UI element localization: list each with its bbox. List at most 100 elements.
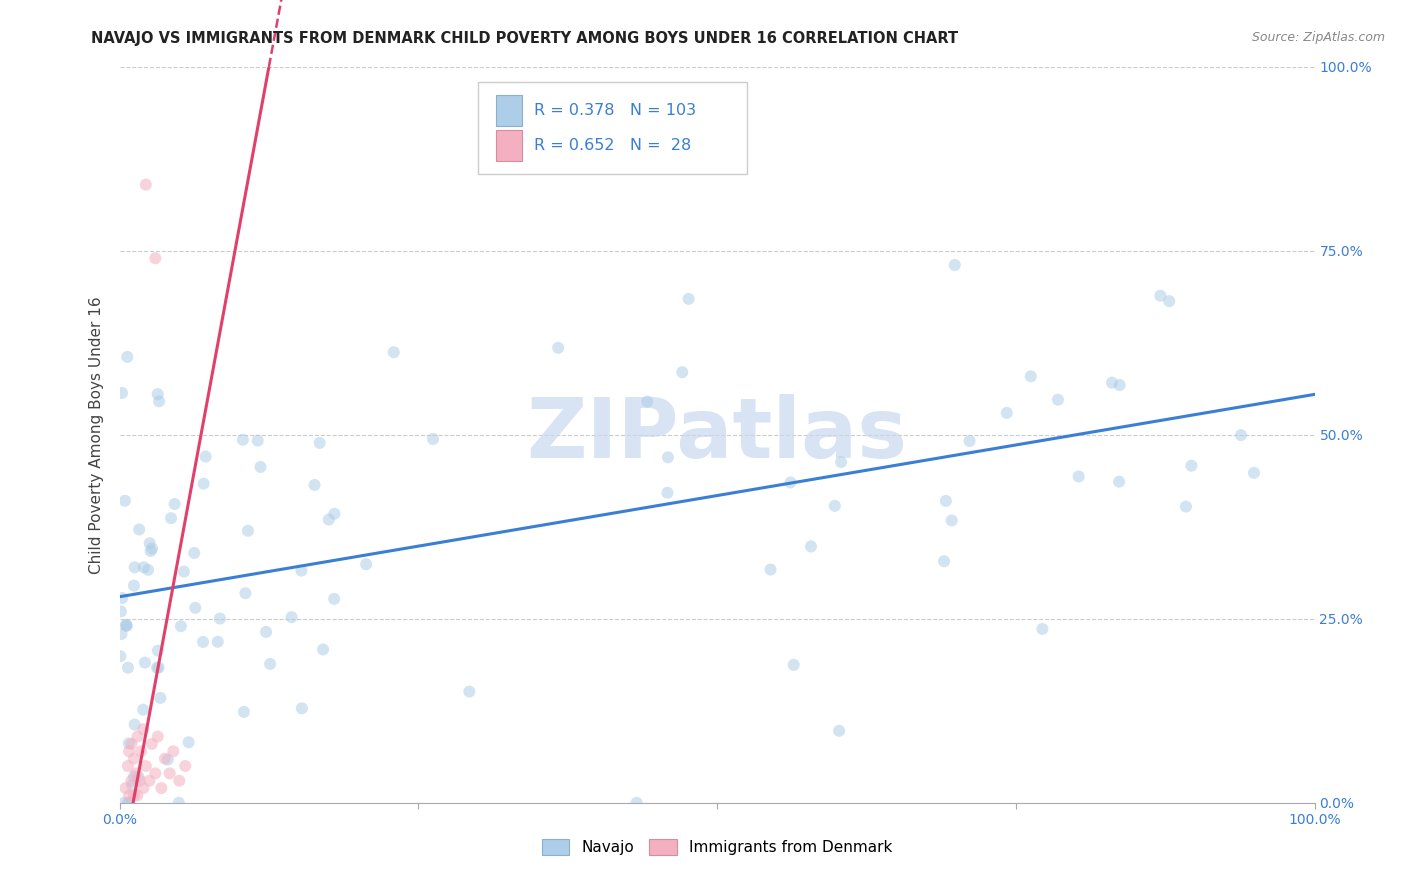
Point <box>121 773 143 788</box>
Point <box>636 394 658 409</box>
Point <box>1108 475 1130 489</box>
Point <box>118 796 141 810</box>
Point <box>150 781 173 796</box>
Point <box>148 660 170 674</box>
Point <box>111 591 134 605</box>
Point <box>118 744 141 758</box>
Point <box>759 563 782 577</box>
Point <box>1149 289 1171 303</box>
Point <box>124 560 146 574</box>
Point <box>800 540 823 554</box>
Point <box>127 789 149 803</box>
Point <box>117 759 139 773</box>
Point <box>824 499 846 513</box>
Point <box>678 292 700 306</box>
Point <box>323 507 346 521</box>
Point <box>280 610 302 624</box>
Point <box>134 656 156 670</box>
Point <box>149 690 172 705</box>
Point <box>128 770 150 784</box>
Point <box>783 657 806 672</box>
Point <box>626 796 648 810</box>
Point <box>110 649 132 664</box>
Point <box>114 781 136 796</box>
Point <box>117 350 139 364</box>
Point <box>318 512 340 526</box>
Point <box>146 730 169 744</box>
Point <box>129 744 152 758</box>
Point <box>193 476 215 491</box>
Point <box>114 617 136 632</box>
Point <box>308 436 330 450</box>
Point <box>236 524 259 538</box>
Point <box>246 434 269 448</box>
Point <box>127 730 149 744</box>
Point <box>183 546 205 560</box>
Bar <box>496 130 522 161</box>
Point <box>1046 392 1069 407</box>
Point <box>1175 500 1198 514</box>
Point <box>1019 369 1042 384</box>
Point <box>232 705 254 719</box>
Text: ZIPatlas: ZIPatlas <box>527 394 907 475</box>
Point <box>1101 376 1123 390</box>
Bar <box>496 95 522 126</box>
Point <box>1159 294 1181 309</box>
Point <box>132 560 155 574</box>
Point <box>312 642 335 657</box>
Point <box>235 586 257 600</box>
Point <box>145 766 166 780</box>
Point <box>828 723 851 738</box>
Point <box>547 341 569 355</box>
Point <box>146 661 169 675</box>
Point <box>128 773 150 788</box>
Point <box>941 513 963 527</box>
Point <box>121 737 143 751</box>
Point <box>148 394 170 409</box>
Point <box>232 433 254 447</box>
Point <box>932 554 955 568</box>
Point <box>290 564 312 578</box>
Point <box>132 723 155 737</box>
Point <box>125 766 148 780</box>
Point <box>122 579 145 593</box>
Point <box>959 434 981 448</box>
Point <box>163 497 186 511</box>
Point <box>122 789 145 803</box>
Point <box>304 478 326 492</box>
Point <box>138 773 160 788</box>
Point <box>174 759 197 773</box>
Point <box>122 769 145 783</box>
Point <box>191 635 214 649</box>
Point <box>138 536 160 550</box>
Point <box>657 485 679 500</box>
Point <box>254 624 277 639</box>
Point <box>1108 378 1130 392</box>
Point <box>830 455 852 469</box>
Point <box>121 778 143 792</box>
Point <box>141 541 163 556</box>
Point <box>1180 458 1202 473</box>
Point <box>194 450 217 464</box>
Point <box>145 252 166 266</box>
Point <box>115 618 138 632</box>
Point <box>118 789 141 803</box>
Point <box>112 796 135 810</box>
Text: Source: ZipAtlas.com: Source: ZipAtlas.com <box>1251 31 1385 45</box>
Point <box>249 459 271 474</box>
Point <box>110 627 132 641</box>
Point <box>141 737 163 751</box>
Point <box>1243 466 1265 480</box>
Point <box>657 450 679 465</box>
Point <box>139 544 162 558</box>
Point <box>422 432 444 446</box>
Point <box>146 387 169 401</box>
Point <box>156 753 179 767</box>
Point <box>323 591 346 606</box>
Point <box>122 751 145 765</box>
Point <box>114 493 136 508</box>
Point <box>291 701 314 715</box>
Point <box>111 386 134 401</box>
Point <box>110 604 132 618</box>
Point <box>259 657 281 671</box>
